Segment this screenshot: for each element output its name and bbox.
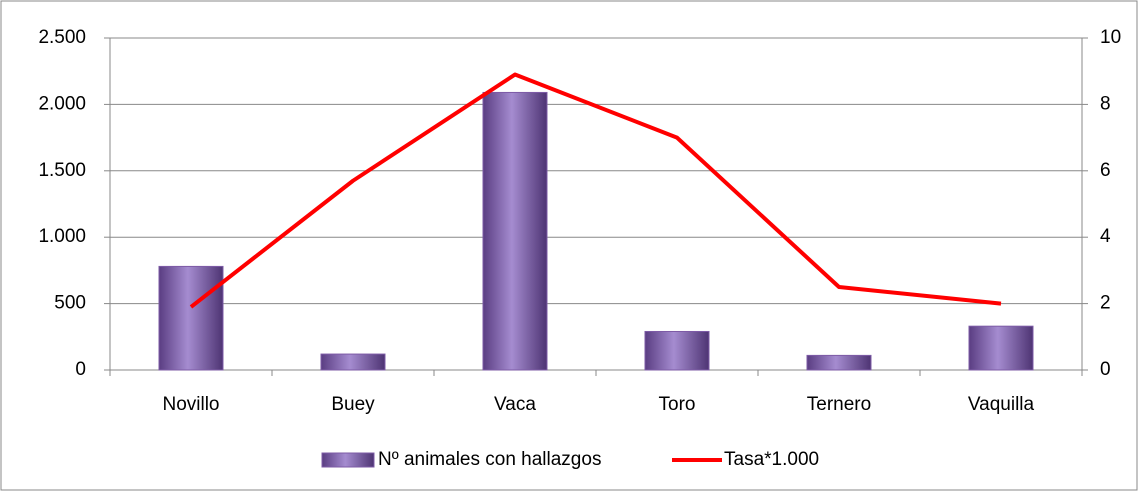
x-tick-label: Toro (659, 394, 696, 415)
y2-tick-label: 6 (1100, 160, 1111, 181)
y-tick-label: 1.500 (38, 160, 86, 181)
bar (482, 91, 548, 371)
legend-label: Nº animales con hallazgos (378, 449, 601, 470)
bar (968, 325, 1034, 371)
y2-tick-label: 2 (1100, 293, 1111, 314)
x-tick-label: Novillo (162, 394, 219, 415)
x-tick-label: Ternero (807, 394, 871, 415)
y-tick-label: 500 (54, 293, 86, 314)
bar (158, 265, 224, 371)
legend-label: Tasa*1.000 (724, 449, 819, 470)
y-tick-label: 1.000 (38, 226, 86, 247)
line-series (189, 72, 1002, 309)
x-tick-label: Buey (331, 394, 375, 415)
y2-tick-label: 10 (1100, 27, 1121, 48)
y-tick-label: 2.500 (38, 27, 86, 48)
bar (320, 353, 386, 371)
legend-swatch (321, 452, 375, 468)
y2-tick-label: 4 (1100, 226, 1111, 247)
y-tick-label: 0 (75, 359, 86, 380)
y2-tick-label: 8 (1100, 93, 1111, 114)
x-tick-label: Vaquilla (968, 394, 1035, 415)
y2-tick-label: 0 (1100, 359, 1111, 380)
bar (806, 354, 872, 371)
bar (644, 330, 710, 371)
y-tick-label: 2.000 (38, 93, 86, 114)
x-tick-label: Vaca (494, 394, 536, 415)
